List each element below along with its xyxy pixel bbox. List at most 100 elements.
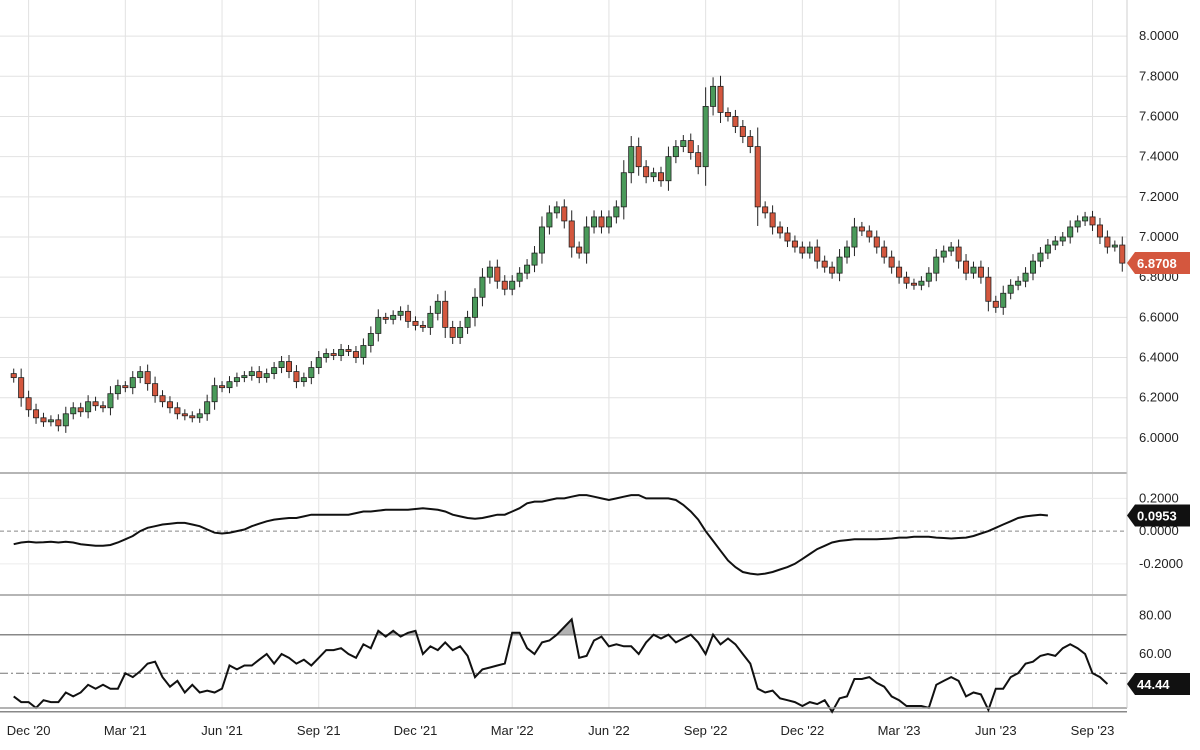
candle-up [479, 276, 486, 298]
oscillator-panel [0, 494, 1127, 576]
x-tick-label: Mar '23 [878, 723, 921, 738]
candle-up [1015, 280, 1022, 286]
candle-up [129, 377, 136, 389]
candle-down [955, 246, 962, 262]
candle-down [412, 320, 419, 326]
candle-down [159, 395, 166, 403]
candle-up [62, 413, 69, 427]
candle-down [189, 415, 196, 419]
candle-up [300, 377, 307, 383]
candle-down [754, 146, 761, 208]
candle-down [977, 266, 984, 278]
candle-down [92, 401, 99, 407]
candle-up [308, 367, 315, 379]
candle-up [1111, 244, 1118, 248]
candle-down [866, 230, 873, 238]
candle-up [546, 212, 553, 228]
candle-up [1059, 236, 1066, 242]
rsi-last-value-badge: 44.44 [1127, 672, 1190, 695]
candle-up [47, 419, 54, 423]
candle-down [635, 146, 642, 168]
rsi-last-value-badge-shape [1127, 672, 1190, 695]
candle-down [896, 266, 903, 278]
candle-up [1007, 284, 1014, 294]
candle-up [1074, 220, 1081, 228]
candle-down [419, 324, 426, 328]
candle-down [1104, 236, 1111, 248]
candle-down [405, 310, 412, 322]
candle-up [613, 206, 620, 218]
candle-up [241, 375, 248, 379]
candle-down [576, 246, 583, 254]
candle-up [375, 316, 382, 334]
price-y-tick-label: 8.0000 [1139, 28, 1179, 43]
candle-down [963, 260, 970, 274]
price-y-tick-label: 6.6000 [1139, 309, 1179, 324]
candle-up [196, 413, 203, 419]
candle-down [873, 236, 880, 248]
oscillator-y-tick-label: 0.0000 [1139, 523, 1179, 538]
candle-down [777, 226, 784, 234]
candle-up [427, 312, 434, 328]
candle-down [568, 220, 575, 248]
candle-down [762, 206, 769, 214]
candle-down [181, 413, 188, 417]
candle-up [1000, 292, 1007, 308]
x-tick-label: Jun '21 [201, 723, 243, 738]
candle-down [501, 280, 508, 290]
candle-down [219, 385, 226, 389]
candle-down [732, 116, 739, 127]
candle-down [739, 126, 746, 137]
candle-up [538, 226, 545, 254]
candle-up [918, 280, 925, 286]
candle-down [784, 232, 791, 242]
candle-down [442, 300, 449, 328]
axes: 6.00006.20006.40006.60006.80007.00007.20… [0, 0, 1183, 738]
candle-up [211, 385, 218, 403]
candle-down [1096, 224, 1103, 238]
candle-down [791, 240, 798, 248]
candle-up [434, 300, 441, 314]
candle-up [271, 367, 278, 375]
candle-up [628, 146, 635, 174]
candle-down [888, 256, 895, 268]
candle-up [620, 172, 627, 208]
rsi-line [13, 617, 1109, 714]
candle-up [248, 371, 255, 377]
candle-down [40, 417, 47, 423]
candle-up [531, 252, 538, 266]
candle-up [464, 316, 471, 328]
candle-up [524, 264, 531, 274]
x-tick-label: Mar '21 [104, 723, 147, 738]
candle-up [843, 246, 851, 258]
price-panel [10, 75, 1126, 433]
oscillator-last-value-badge: 0.0953 [1127, 504, 1190, 527]
candle-up [457, 327, 464, 338]
candle-up [226, 381, 233, 389]
candle-down [881, 246, 888, 258]
price-y-tick-label: 7.6000 [1139, 108, 1179, 123]
candle-up [1067, 226, 1074, 238]
candle-up [665, 156, 672, 182]
candle-up [263, 373, 270, 379]
candle-up [1044, 244, 1051, 254]
price-y-tick-label: 6.0000 [1139, 430, 1179, 445]
candle-down [821, 260, 828, 268]
candle-up [204, 401, 211, 415]
value-badges: 6.8708 0.0953 44.44 [1127, 251, 1190, 695]
candle-down [1119, 244, 1126, 264]
x-tick-label: Dec '21 [394, 723, 438, 738]
candle-up [315, 357, 322, 368]
candle-down [77, 407, 84, 413]
candle-up [1029, 260, 1037, 274]
candle-down [10, 373, 17, 379]
candle-down [33, 409, 40, 419]
candle-down [910, 282, 917, 286]
oscillator-last-value-badge-text: 0.0953 [1137, 508, 1177, 523]
candle-down [1089, 216, 1096, 226]
candle-up [85, 401, 92, 413]
candle-up [806, 246, 813, 254]
